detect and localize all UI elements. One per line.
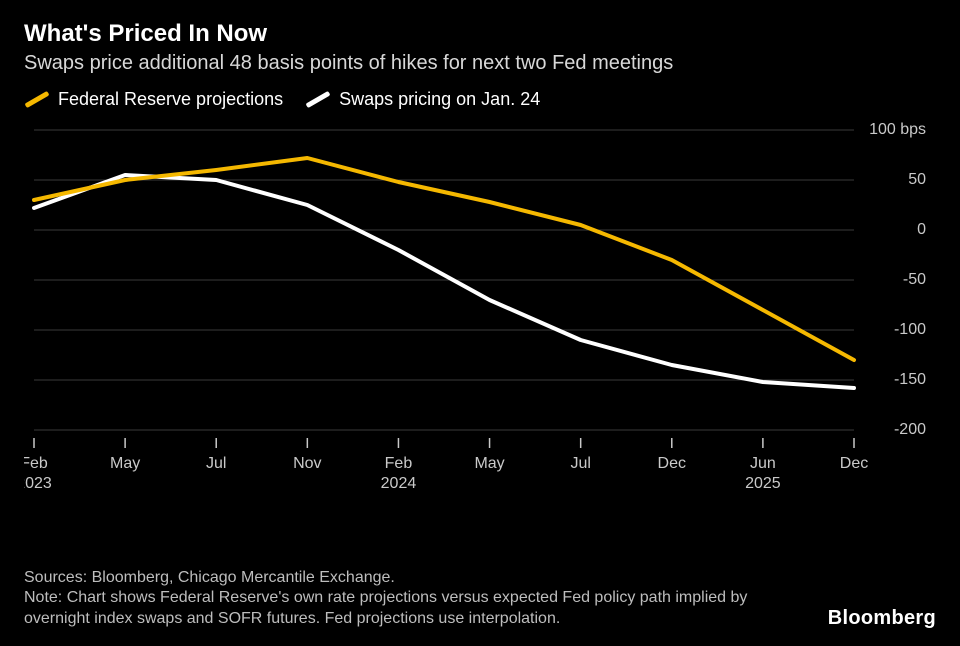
svg-text:-200: -200 [894,421,926,438]
svg-text:Dec: Dec [658,455,686,472]
chart-footer: Sources: Bloomberg, Chicago Mercantile E… [24,568,936,630]
svg-text:-150: -150 [894,371,926,388]
brand-label: Bloomberg [828,607,936,630]
footer-notes: Sources: Bloomberg, Chicago Mercantile E… [24,568,784,630]
svg-text:0: 0 [917,221,926,238]
svg-text:2025: 2025 [745,475,781,492]
svg-text:Dec: Dec [840,455,868,472]
svg-text:May: May [110,455,140,472]
svg-text:Jun: Jun [750,455,776,472]
svg-text:2024: 2024 [381,475,417,492]
footer-sources: Sources: Bloomberg, Chicago Mercantile E… [24,568,784,589]
legend-label-swaps: Swaps pricing on Jan. 24 [339,89,540,110]
legend: Federal Reserve projections Swaps pricin… [24,89,936,110]
svg-text:50: 50 [908,171,926,188]
chart-subtitle: Swaps price additional 48 basis points o… [24,52,936,75]
svg-text:May: May [474,455,504,472]
svg-text:Feb: Feb [385,455,413,472]
svg-text:Jul: Jul [570,455,590,472]
svg-text:Jul: Jul [206,455,226,472]
footer-note: Note: Chart shows Federal Reserve's own … [24,588,784,630]
svg-text:100 bps: 100 bps [869,121,926,138]
line-chart-svg: 100 bps 50 0 -50 -100 -150 -200 Feb 2023 May Jul No… [24,120,936,500]
legend-item-fed: Federal Reserve projections [24,89,283,110]
chart-container: What's Priced In Now Swaps price additio… [0,0,960,646]
svg-text:-50: -50 [903,271,926,288]
svg-text:Feb: Feb [24,455,48,472]
legend-swatch-swaps [306,91,331,108]
svg-text:Nov: Nov [293,455,321,472]
chart-title: What's Priced In Now [24,20,936,48]
svg-text:2023: 2023 [24,475,52,492]
svg-text:-100: -100 [894,321,926,338]
legend-swatch-fed [24,91,49,108]
chart-plot-area: 100 bps 50 0 -50 -100 -150 -200 Feb 2023 May Jul No… [24,120,936,562]
legend-item-swaps: Swaps pricing on Jan. 24 [305,89,540,110]
legend-label-fed: Federal Reserve projections [58,89,283,110]
